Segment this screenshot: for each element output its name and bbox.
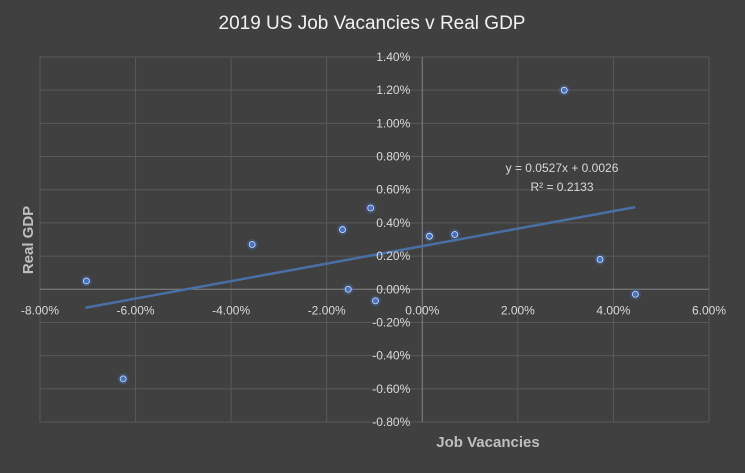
x-tick-label: -8.00%	[21, 303, 59, 317]
y-tick-label: 1.20%	[376, 83, 410, 97]
x-tick-label: -2.00%	[308, 303, 346, 317]
data-points	[80, 84, 641, 385]
y-tick-label: 0.20%	[376, 249, 410, 263]
data-point	[82, 277, 90, 285]
data-point	[344, 285, 352, 293]
y-tick-label: 1.40%	[376, 50, 410, 64]
y-tick-label: 0.60%	[376, 183, 410, 197]
x-tick-label: 6.00%	[692, 303, 726, 317]
y-tick-label: 0.80%	[376, 150, 410, 164]
y-tick-label: -0.40%	[372, 349, 410, 363]
y-axis-title: Real GDP	[20, 206, 37, 274]
y-tick-label: -0.60%	[372, 382, 410, 396]
x-tick-label: -6.00%	[117, 303, 155, 317]
x-tick-label: 4.00%	[596, 303, 630, 317]
x-axis-title: Job Vacancies	[436, 434, 539, 451]
y-tick-label: 0.00%	[376, 282, 410, 296]
y-tick-label: 0.40%	[376, 216, 410, 230]
data-point	[560, 86, 568, 94]
data-point	[451, 231, 459, 238]
data-point	[632, 290, 639, 298]
data-point	[119, 375, 127, 383]
x-tick-label: 0.00%	[405, 303, 439, 317]
trendline	[85, 205, 636, 310]
chart-title: 2019 US Job Vacancies v Real GDP	[219, 13, 526, 34]
y-tick-label: -0.80%	[372, 415, 410, 429]
data-point	[339, 226, 346, 233]
y-tick-label: 1.00%	[376, 116, 410, 130]
y-tick-label: -0.20%	[372, 315, 410, 329]
data-point	[367, 204, 375, 212]
x-tick-label: 2.00%	[501, 303, 535, 317]
data-point	[248, 241, 256, 248]
gridlines	[39, 56, 710, 423]
x-tick-label: -4.00%	[212, 303, 250, 317]
data-point	[426, 232, 433, 240]
tick-labels: 1.40% 1.20% 1.00% 0.80% 0.60% 0.40% 0.20% 0.00%…	[21, 50, 726, 429]
trendline-equation: y = 0.0527x + 0.0026	[506, 161, 619, 175]
trendline-r-squared: R² = 0.2133	[530, 180, 593, 194]
axes	[40, 57, 709, 422]
trendline-group	[85, 205, 636, 310]
data-point	[596, 256, 604, 263]
data-point	[372, 297, 379, 305]
